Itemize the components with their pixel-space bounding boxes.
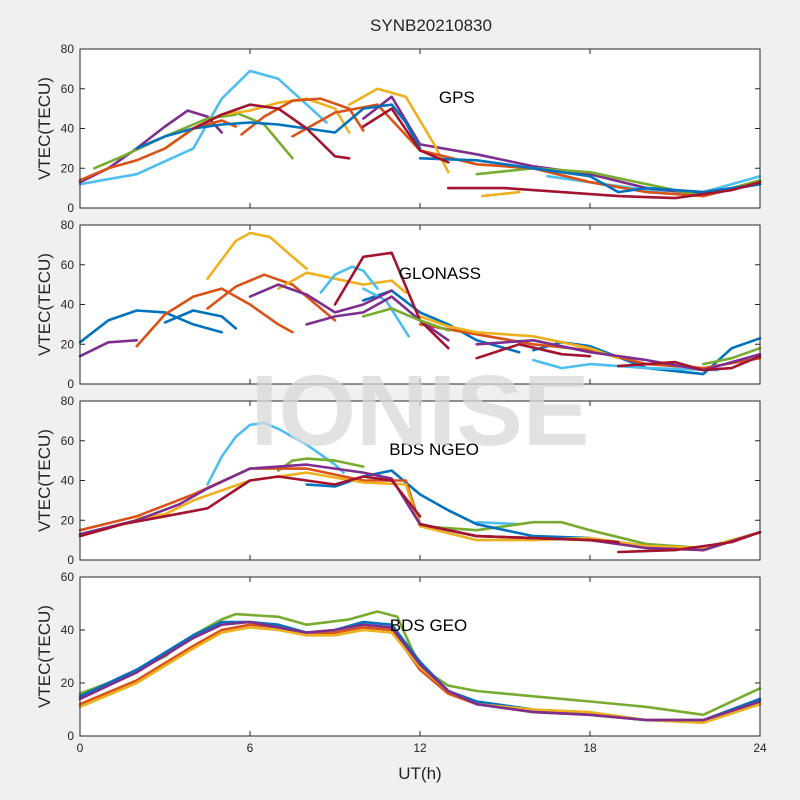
y-tick-label-bds-geo: 60 [61, 570, 75, 584]
series-line-glonass-1 [78, 309, 223, 344]
x-tick-label: 6 [247, 741, 254, 755]
panel-label-glonass: GLONASS [399, 264, 481, 283]
watermark: IONISE [251, 355, 590, 467]
figure-title: SYNB20210830 [370, 16, 492, 35]
series-line-gps-16 [192, 103, 351, 160]
series-line-gps-15 [418, 157, 762, 194]
panel-label-bds-geo: BDS GEO [390, 616, 467, 635]
panel-glonass: 0 20 40 60 80 VTEC(TECU) GLONASS [35, 218, 762, 391]
y-tick-label-bds-ngeo: 20 [61, 513, 75, 527]
axes-bds-geo [79, 576, 761, 737]
y-axis-label-bds-ngeo: VTEC(TECU) [35, 429, 54, 532]
x-tick-label: 18 [583, 741, 597, 755]
panel-bds-geo: 0 20 40 60 0 6 12 18 24 VTEC(TECU) BDS GEO [35, 570, 767, 755]
y-tick-label-gps: 20 [61, 161, 75, 175]
series-line-glonass-5 [135, 287, 294, 348]
series-line-bds-ngeo-10 [418, 522, 620, 544]
y-tick-label-gps: 40 [61, 122, 75, 136]
series-line-bds-ngeo-8 [78, 463, 762, 552]
series-group-bds-geo [78, 610, 762, 725]
y-tick-label-glonass: 80 [61, 218, 75, 232]
series-line-gps-12 [240, 97, 365, 136]
series-line-glonass-19 [475, 342, 592, 360]
y-tick-label-gps: 0 [67, 201, 74, 215]
y-tick-label-glonass: 60 [61, 258, 75, 272]
series-group-gps [78, 69, 762, 200]
series-group-glonass [78, 231, 762, 376]
y-axis-label-gps: VTEC(TECU) [35, 77, 54, 180]
axes-bds-ngeo [79, 400, 761, 561]
y-tick-label-bds-geo: 0 [67, 729, 74, 743]
series-line-glonass-18 [333, 251, 450, 350]
series-line-bds-ngeo-9 [78, 475, 422, 538]
series-line-gps-17 [361, 107, 450, 164]
y-tick-label-bds-ngeo: 0 [67, 553, 74, 567]
series-line-gps-14 [135, 103, 422, 150]
y-tick-label-bds-ngeo: 40 [61, 474, 75, 488]
series-group-bds-ngeo [78, 421, 762, 554]
series-line-glonass-8 [206, 231, 309, 281]
y-axis-label-bds-geo: VTEC(TECU) [35, 605, 54, 708]
series-line-glonass-21 [361, 307, 450, 332]
series-line-bds-ngeo-3 [276, 457, 365, 472]
series-line-glonass-15 [248, 283, 394, 314]
y-tick-label-glonass: 20 [61, 337, 75, 351]
y-axis-label-glonass: VTEC(TECU) [35, 253, 54, 356]
y-tick-label-bds-ngeo: 80 [61, 394, 75, 408]
x-tick-label: 12 [413, 741, 427, 755]
panel-bds-ngeo: 0 20 40 60 80 VTEC(TECU) BDS NGEO [35, 394, 762, 567]
series-line-bds-geo-4 [78, 626, 762, 725]
series-line-bds-geo-5 [78, 620, 762, 722]
series-line-glonass-17 [475, 338, 762, 372]
series-line-bds-ngeo-1 [206, 421, 345, 486]
x-tick-label: 24 [753, 741, 767, 755]
y-tick-label-bds-geo: 40 [61, 623, 75, 637]
panel-label-gps: GPS [439, 88, 475, 107]
series-line-glonass-10 [418, 315, 620, 360]
axes-glonass [79, 224, 761, 385]
series-line-gps-11 [78, 119, 238, 182]
series-line-glonass-22 [701, 346, 762, 366]
panel-gps: 0 20 40 60 80 VTEC(TECU) GPS [35, 42, 762, 215]
panel-label-bds-ngeo: BDS NGEO [389, 440, 479, 459]
series-line-glonass-11 [319, 265, 379, 294]
x-tick-label: 0 [77, 741, 84, 755]
series-line-glonass-6 [206, 273, 337, 322]
series-line-glonass-2 [163, 309, 238, 330]
series-line-gps-2 [546, 174, 762, 194]
series-line-gps-13 [291, 103, 762, 198]
series-line-bds-ngeo-11 [616, 530, 762, 554]
series-line-glonass-13 [531, 358, 719, 372]
y-tick-label-gps: 80 [61, 42, 75, 56]
series-line-bds-ngeo-2 [475, 520, 521, 526]
series-line-gps-18 [446, 180, 762, 200]
series-line-glonass-14 [78, 338, 138, 358]
series-line-gps-10 [480, 190, 521, 198]
y-tick-label-bds-geo: 20 [61, 676, 75, 690]
x-axis-label: UT(h) [398, 764, 441, 783]
y-tick-label-bds-ngeo: 60 [61, 434, 75, 448]
y-tick-label-glonass: 0 [67, 377, 74, 391]
y-tick-label-glonass: 40 [61, 298, 75, 312]
series-line-gps-9 [347, 87, 450, 174]
series-line-glonass-20 [616, 354, 762, 372]
y-tick-label-gps: 60 [61, 82, 75, 96]
series-line-glonass-7 [418, 323, 762, 370]
